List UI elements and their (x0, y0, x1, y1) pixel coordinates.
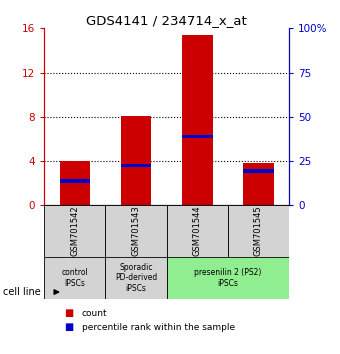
Bar (121, 116, 151, 205)
Text: ■: ■ (65, 308, 74, 318)
Bar (243, 170, 274, 172)
Text: GSM701545: GSM701545 (254, 206, 263, 256)
Bar (59, 161, 90, 205)
Text: GSM701544: GSM701544 (193, 206, 202, 256)
Text: cell line: cell line (3, 287, 41, 297)
Text: ■: ■ (65, 322, 74, 332)
Text: Sporadic
PD-derived
iPSCs: Sporadic PD-derived iPSCs (115, 263, 157, 293)
Text: GSM701543: GSM701543 (132, 206, 140, 256)
Bar (44, 205, 105, 257)
Text: presenilin 2 (PS2)
iPSCs: presenilin 2 (PS2) iPSCs (194, 268, 261, 287)
Title: GDS4141 / 234714_x_at: GDS4141 / 234714_x_at (86, 14, 247, 27)
Bar (243, 163, 274, 205)
Text: GSM701542: GSM701542 (70, 206, 79, 256)
Bar (167, 257, 289, 299)
Bar (182, 135, 212, 138)
Bar (59, 179, 90, 183)
Bar (105, 205, 167, 257)
Bar (228, 205, 289, 257)
Bar (167, 205, 228, 257)
Bar (182, 35, 212, 205)
Text: control
IPSCs: control IPSCs (62, 268, 88, 287)
Text: percentile rank within the sample: percentile rank within the sample (82, 323, 235, 332)
Text: count: count (82, 309, 107, 318)
Bar (44, 257, 105, 299)
Bar (121, 164, 151, 167)
Bar (105, 257, 167, 299)
